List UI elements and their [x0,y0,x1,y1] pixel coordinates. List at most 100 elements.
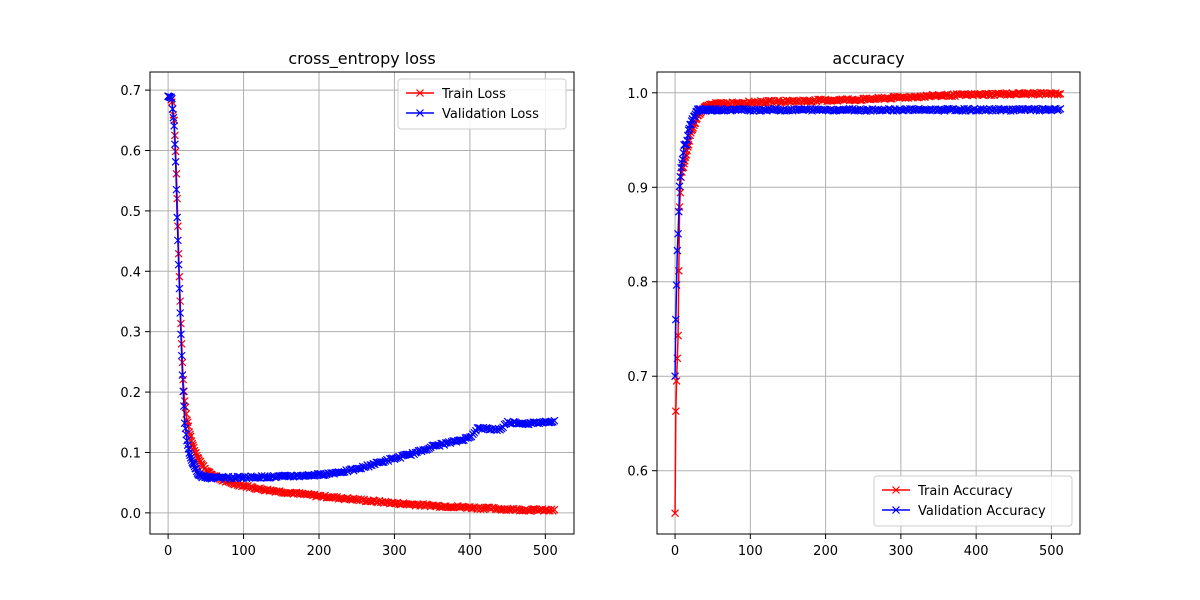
data-point [1038,104,1047,113]
y-tick-label: 0.6 [120,145,141,160]
data-point [351,495,360,504]
data-point [851,106,860,114]
data-point [505,419,514,428]
data-point [177,330,185,339]
data-point [764,96,773,105]
data-point [420,445,429,454]
y-tick-label: 0.2 [120,386,141,401]
x-tick-label: 0 [671,544,679,559]
data-point [673,246,682,255]
data-point [280,471,289,480]
legend: Train Accuracy Validation Accuracy [873,475,1073,527]
data-point [233,472,242,481]
data-point [545,418,554,427]
data-point [529,504,538,513]
data-point [178,371,187,379]
series-line [167,95,556,513]
x-tick-label: 300 [888,544,913,559]
data-point [679,148,688,157]
legend-label: Validation Loss [442,107,539,122]
data-point [172,185,181,194]
data-point [171,157,180,166]
data-point [678,155,687,164]
data-point [676,172,685,181]
legend-label: Train Loss [441,87,506,102]
y-tick-label: 0.7 [627,370,648,385]
x-tick-label: 400 [964,544,989,559]
data-point [175,284,184,293]
y-tick-label: 0.1 [120,446,141,461]
y-tick-label: 0.6 [627,465,648,480]
data-point [690,112,699,120]
data-point [957,90,966,98]
y-tick-label: 0.3 [120,326,141,341]
data-point [550,505,559,514]
data-point [850,96,859,105]
x-tick-label: 100 [738,544,763,559]
data-point [313,469,322,478]
data-point [169,113,178,122]
data-point [924,92,932,101]
y-tick-label: 0.0 [120,507,141,522]
data-point [395,500,403,508]
legend-marker [416,89,424,97]
legend-box [397,78,567,130]
data-point [674,229,682,238]
data-point [180,402,188,410]
data-point [176,309,185,317]
legend-label: Train Accuracy [917,484,1013,499]
data-point [456,436,465,444]
data-point [170,140,179,149]
data-point [177,351,186,360]
data-point [1045,88,1054,97]
data-point [814,105,822,114]
data-point [991,89,1000,98]
data-point [841,106,850,114]
y-tick-label: 0.9 [627,181,648,196]
chart-1: 0 100 200 300 400 500 0.0 0.1 0.2 0.3 0.4 0.5 0.6 0.7… [120,49,575,559]
data-point [482,503,491,512]
data-point [354,464,363,473]
data-point [1027,105,1036,114]
data-point [997,105,1006,114]
data-point [767,106,776,114]
data-point [972,106,981,115]
data-point [671,407,680,416]
data-point [981,89,990,98]
data-point [675,182,684,191]
y-tick-label: 0.5 [120,205,141,220]
legend: Train Loss Validation Loss [397,78,567,130]
series-line [674,106,1062,377]
x-tick-label: 500 [533,544,558,559]
legend-box [873,475,1073,527]
data-point [167,94,176,103]
x-tick-label: 0 [164,544,172,559]
y-tick-label: 0.8 [627,276,648,291]
x-tick-label: 400 [457,544,482,559]
data-point [254,484,263,493]
axes-frame [656,71,1081,535]
chart-title: cross_entropy loss [288,49,435,69]
data-point [800,105,809,114]
data-point [263,473,272,482]
axes-frame [149,71,575,535]
data-point [1053,90,1062,99]
data-point [1056,89,1065,98]
data-point [229,480,237,488]
x-tick-label: 200 [813,544,838,559]
data-point [759,98,768,107]
data-point [449,503,458,512]
legend-marker [892,486,900,494]
x-tick-label: 100 [231,544,256,559]
data-point [671,315,680,324]
y-tick-label: 0.7 [120,84,141,99]
data-point [173,236,182,245]
data-point [999,89,1008,98]
data-point [759,106,768,115]
data-point [1045,106,1054,114]
data-point [272,487,281,496]
data-point [186,430,194,439]
data-point [185,449,194,457]
data-point [672,281,681,289]
